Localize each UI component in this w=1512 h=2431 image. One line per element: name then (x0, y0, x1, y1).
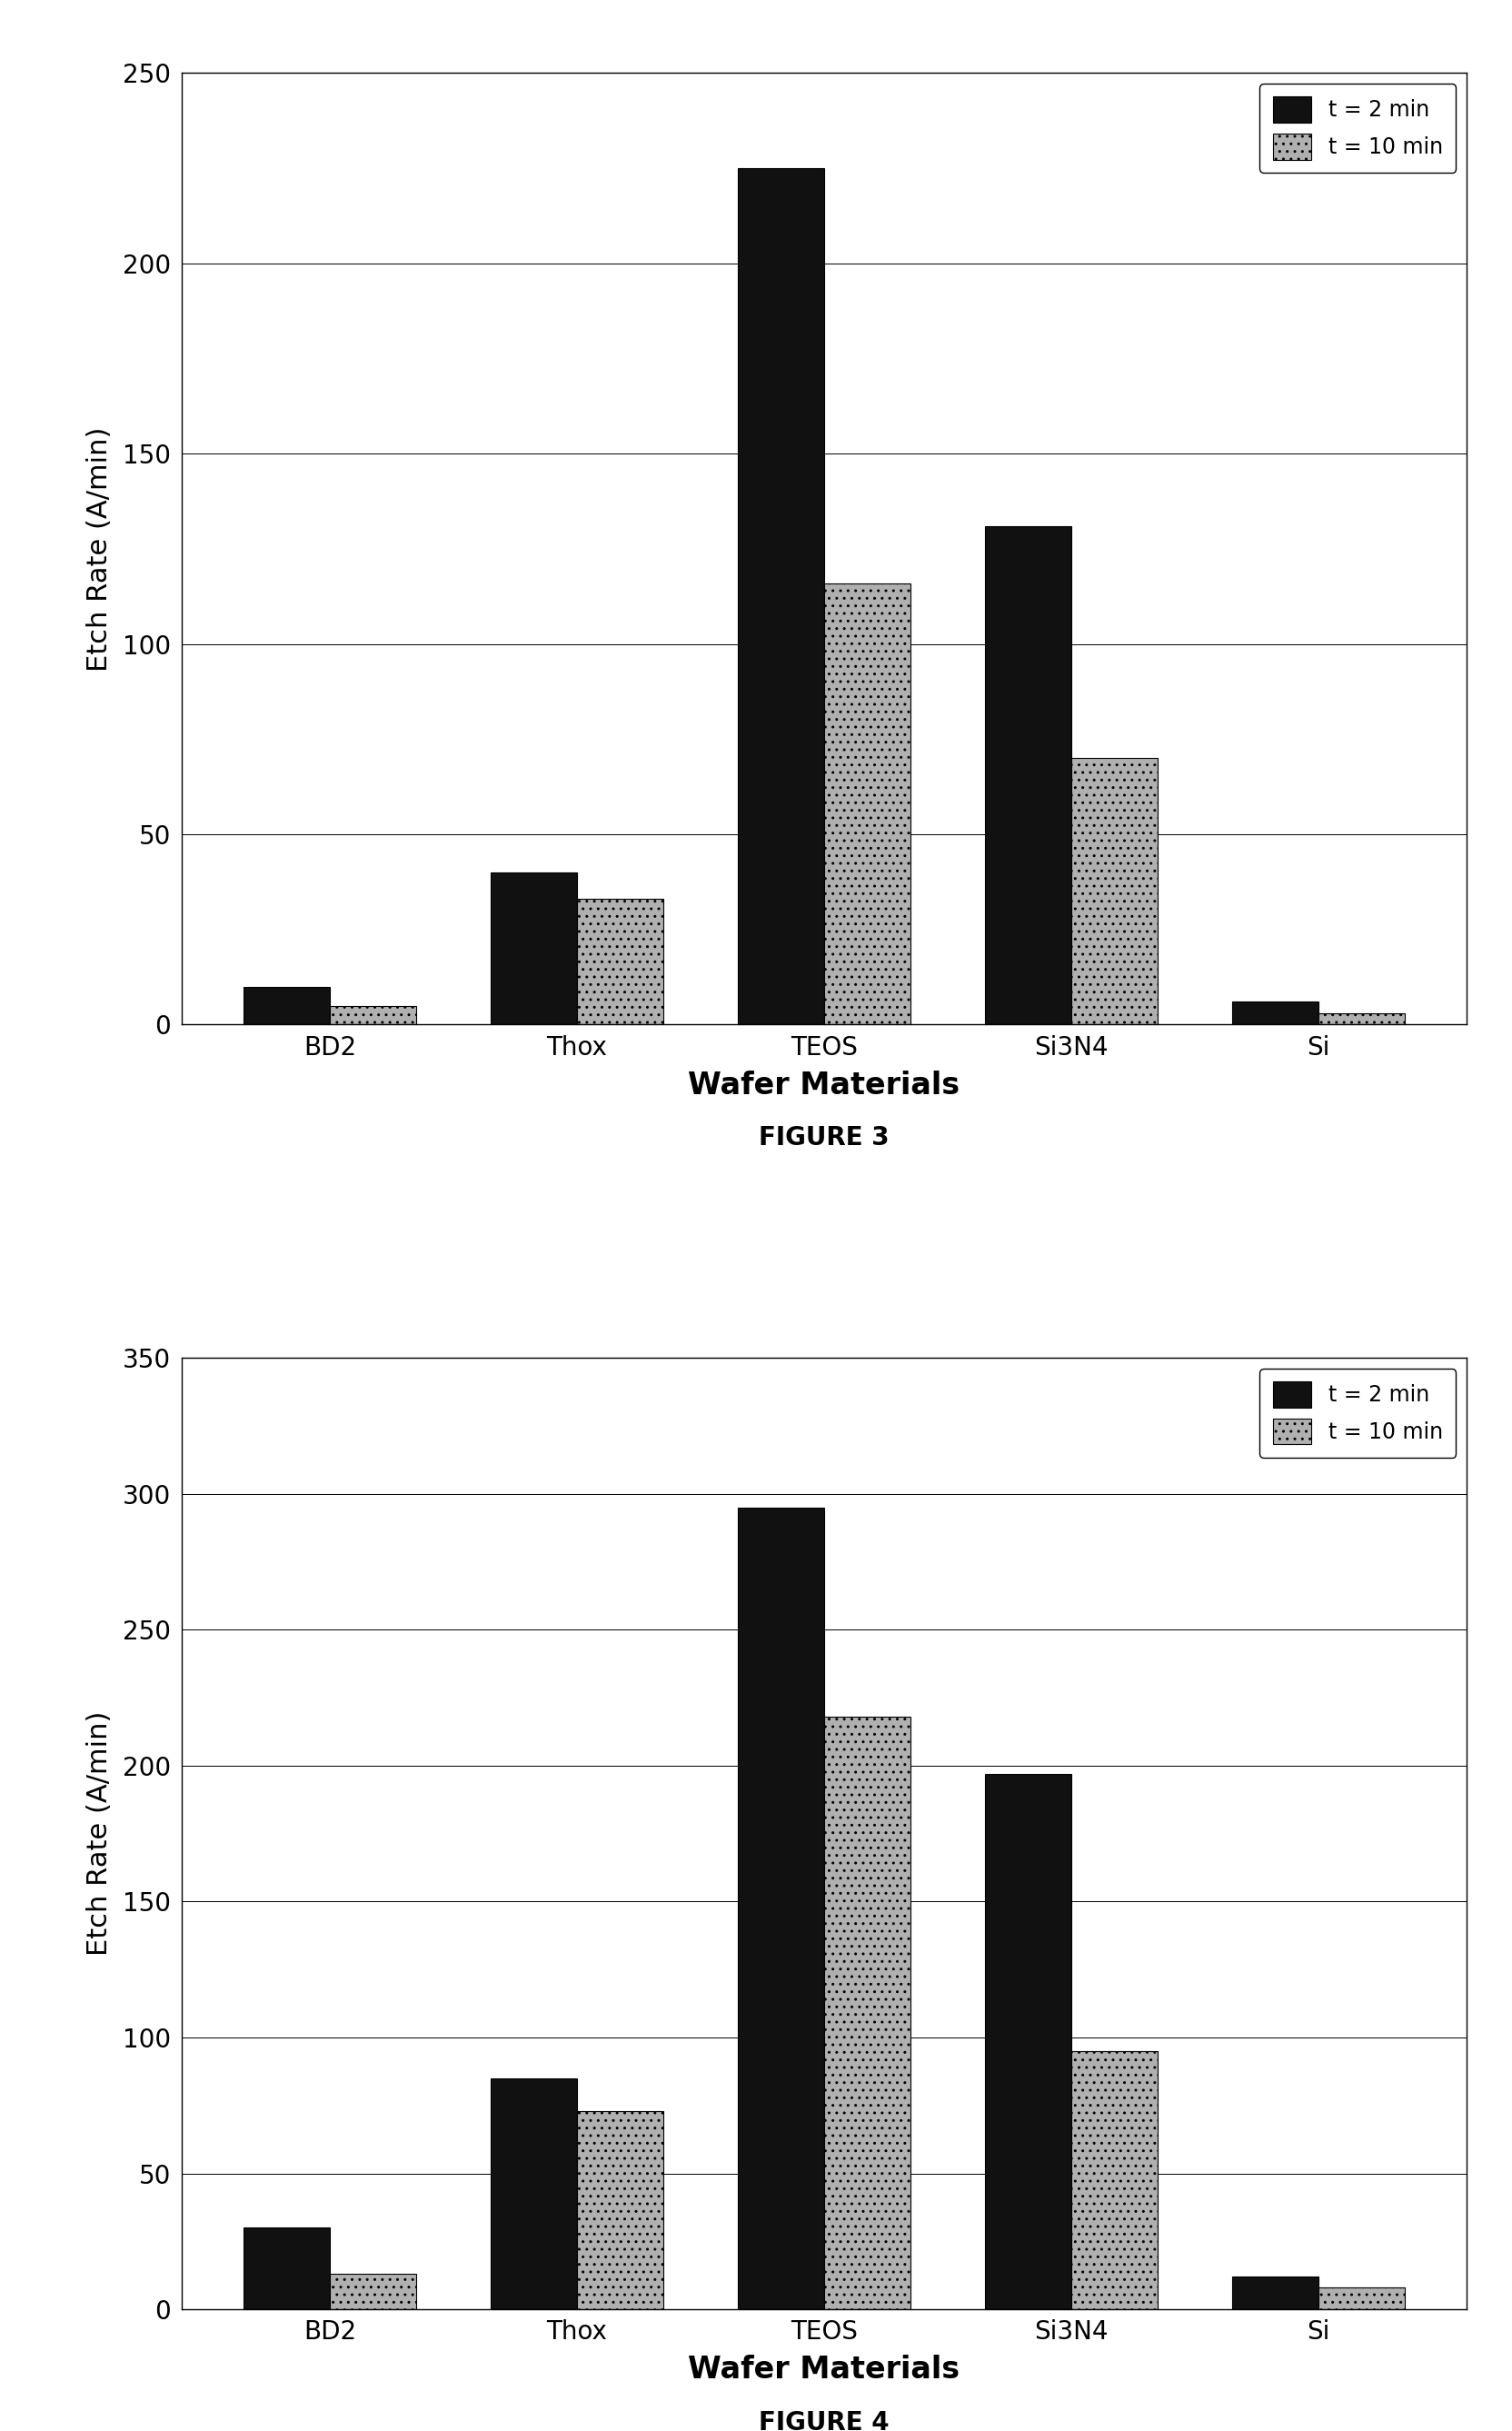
Bar (330, 2273, 416, 2309)
Bar (330, 1006, 416, 1023)
Bar (984, 1775, 1070, 2309)
Bar (490, 2079, 578, 2309)
Bar (1232, 2278, 1318, 2309)
Bar (984, 525, 1070, 1023)
Bar (243, 987, 330, 1023)
Text: FIGURE 4: FIGURE 4 (759, 2409, 889, 2431)
Legend: t = 2 min, t = 10 min: t = 2 min, t = 10 min (1259, 1369, 1456, 1456)
Bar (578, 899, 664, 1023)
X-axis label: Wafer Materials: Wafer Materials (688, 2356, 960, 2385)
Bar (243, 2227, 330, 2309)
Bar (1318, 2288, 1405, 2309)
Legend: t = 2 min, t = 10 min: t = 2 min, t = 10 min (1259, 83, 1456, 173)
Bar (1232, 1002, 1318, 1023)
X-axis label: Wafer Materials: Wafer Materials (688, 1070, 960, 1101)
Bar (490, 873, 578, 1023)
Bar (1318, 1014, 1405, 1023)
Text: FIGURE 3: FIGURE 3 (759, 1126, 889, 1150)
Y-axis label: Etch Rate (A/min): Etch Rate (A/min) (86, 1711, 112, 1957)
Bar (1070, 758, 1158, 1023)
Bar (824, 1716, 910, 2309)
Bar (738, 1507, 824, 2309)
Bar (1070, 2052, 1158, 2309)
Bar (824, 583, 910, 1023)
Y-axis label: Etch Rate (A/min): Etch Rate (A/min) (86, 425, 112, 671)
Bar (578, 2110, 664, 2309)
Bar (738, 168, 824, 1023)
